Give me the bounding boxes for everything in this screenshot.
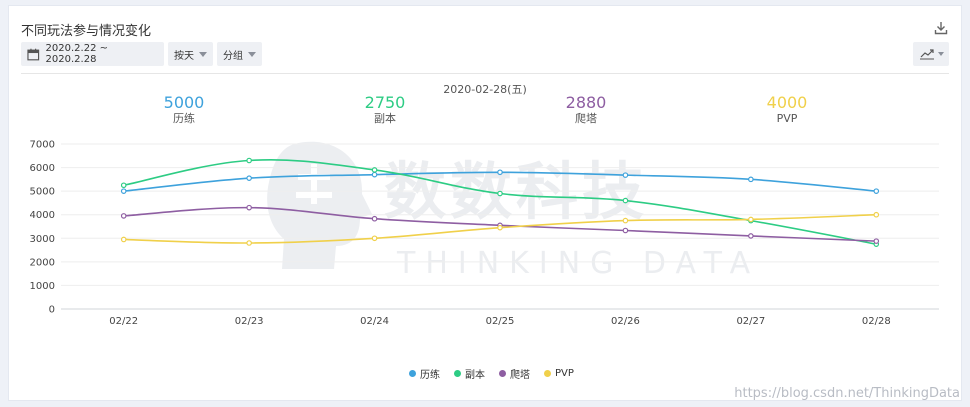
data-point bbox=[246, 240, 252, 246]
series-line-0 bbox=[123, 171, 877, 192]
chevron-down-icon bbox=[199, 51, 207, 57]
y-tick-label: 3000 bbox=[30, 234, 55, 245]
data-point bbox=[120, 236, 127, 243]
y-tick-label: 0 bbox=[49, 305, 55, 316]
x-tick-label: 02/25 bbox=[486, 316, 515, 327]
group-select[interactable]: 分组 bbox=[217, 42, 262, 66]
data-point bbox=[246, 157, 252, 164]
data-point bbox=[497, 190, 503, 197]
legend-label: PVP bbox=[555, 368, 574, 379]
y-tick-label: 7000 bbox=[30, 140, 55, 151]
date-range-text: 2020.2.22 ~ 2020.2.28 bbox=[45, 43, 108, 65]
data-point bbox=[873, 238, 880, 244]
summary-value: 2750 bbox=[364, 93, 406, 112]
divider bbox=[21, 73, 949, 74]
legend-item[interactable]: 副本 bbox=[454, 366, 485, 381]
summary-item-pvp: 4000 PVP bbox=[747, 94, 827, 126]
data-point bbox=[622, 172, 629, 178]
calendar-icon bbox=[27, 48, 40, 60]
summary-value: 4000 bbox=[766, 93, 808, 112]
summary-name: 历练 bbox=[173, 112, 195, 125]
legend-swatch bbox=[544, 370, 551, 377]
legend-swatch bbox=[409, 370, 416, 377]
granularity-label: 按天 bbox=[174, 50, 194, 62]
chevron-down-icon bbox=[248, 51, 256, 57]
summary-item-pata: 2880 爬塔 bbox=[546, 94, 626, 126]
data-point bbox=[120, 213, 127, 219]
y-tick-label: 5000 bbox=[30, 187, 55, 198]
data-point bbox=[246, 204, 252, 211]
date-range-picker[interactable]: 2020.2.22 ~ 2020.2.28 bbox=[21, 42, 164, 66]
legend-swatch bbox=[454, 370, 461, 377]
data-point bbox=[873, 211, 880, 218]
y-tick-label: 2000 bbox=[30, 257, 55, 268]
x-tick-label: 02/24 bbox=[360, 316, 389, 327]
data-point bbox=[748, 176, 754, 183]
source-url: https://blog.csdn.net/ThinkingData bbox=[734, 386, 960, 401]
chart-card: 不同玩法参与情况变化 2020.2.22 ~ 2020.2.28 按天 分组 bbox=[8, 5, 962, 401]
y-tick-label: 1000 bbox=[30, 281, 55, 292]
chevron-down-icon bbox=[937, 52, 944, 56]
data-point bbox=[371, 215, 378, 222]
x-tick-label: 02/27 bbox=[736, 316, 765, 327]
watermark-en: THINKING DATA bbox=[397, 246, 761, 281]
x-tick-label: 02/28 bbox=[862, 316, 891, 327]
chart-type-select[interactable] bbox=[913, 42, 949, 66]
summary-value: 2880 bbox=[565, 93, 607, 112]
summary-date: 2020-02-28(五) bbox=[443, 83, 527, 96]
x-tick-label: 02/22 bbox=[109, 316, 138, 327]
legend-label: 副本 bbox=[465, 370, 485, 381]
line-chart: 0 1000 2000 3000 4000 5000 6000 7000 02/22 02/23 0… bbox=[30, 140, 939, 327]
data-point bbox=[748, 216, 754, 223]
data-point bbox=[120, 188, 127, 194]
line-chart-icon bbox=[919, 49, 934, 60]
data-point bbox=[873, 188, 880, 194]
data-point bbox=[622, 197, 629, 204]
granularity-select[interactable]: 按天 bbox=[168, 42, 213, 66]
data-point bbox=[371, 171, 378, 178]
x-tick-label: 02/23 bbox=[235, 316, 264, 327]
summary-name: 爬塔 bbox=[575, 112, 597, 125]
y-tick-label: 6000 bbox=[30, 163, 55, 174]
y-tick-label: 4000 bbox=[30, 210, 55, 221]
legend-label: 爬塔 bbox=[510, 370, 530, 381]
chart-legend: 历练 副本 爬塔 PVP bbox=[409, 366, 574, 381]
summary-value: 5000 bbox=[163, 93, 205, 112]
summary-item-lilian: 5000 历练 bbox=[144, 94, 224, 126]
data-point bbox=[622, 217, 629, 224]
legend-item[interactable]: PVP bbox=[544, 366, 574, 381]
data-point bbox=[371, 235, 378, 242]
download-icon[interactable] bbox=[933, 20, 949, 36]
summary-item-fuben: 2750 副本 bbox=[345, 94, 425, 126]
data-point bbox=[371, 167, 378, 173]
data-point bbox=[497, 224, 503, 231]
x-tick-label: 02/26 bbox=[611, 316, 640, 327]
summary-name: 副本 bbox=[374, 112, 396, 125]
summary-name: PVP bbox=[776, 112, 798, 125]
chart-title: 不同玩法参与情况变化 bbox=[21, 24, 152, 39]
data-point bbox=[497, 169, 503, 176]
legend-swatch bbox=[499, 370, 506, 377]
legend-item[interactable]: 历练 bbox=[409, 366, 440, 381]
data-point bbox=[246, 175, 252, 181]
legend-label: 历练 bbox=[420, 370, 440, 381]
legend-item[interactable]: 爬塔 bbox=[499, 366, 530, 381]
watermark-head-logo bbox=[267, 141, 372, 269]
group-label: 分组 bbox=[223, 50, 243, 62]
data-point bbox=[120, 182, 127, 189]
data-point bbox=[748, 233, 754, 239]
data-point bbox=[622, 227, 629, 234]
toolbar: 2020.2.22 ~ 2020.2.28 按天 分组 bbox=[21, 42, 262, 66]
